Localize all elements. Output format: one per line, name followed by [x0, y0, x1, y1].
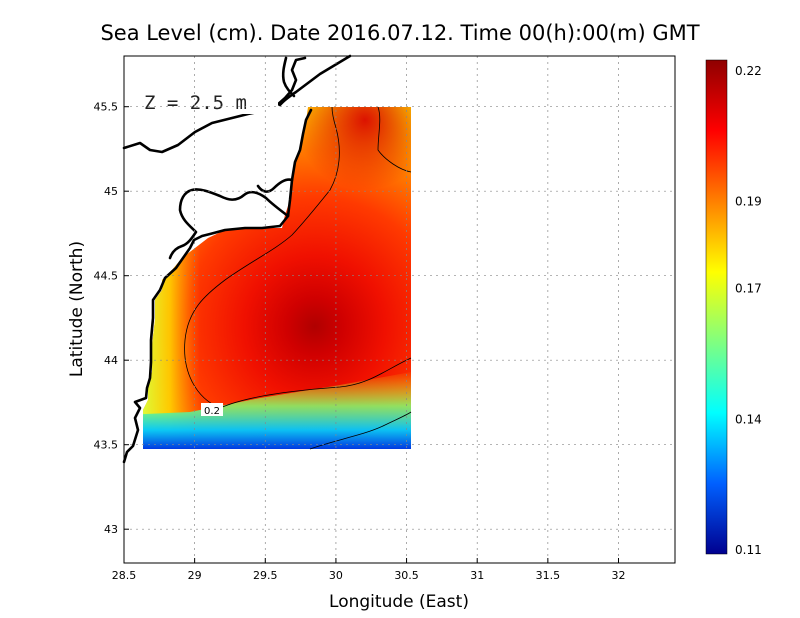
y-tick-label: 45 — [104, 185, 118, 198]
annotation-box — [138, 88, 278, 114]
colorbar-tick-label: 0.14 — [735, 412, 762, 426]
coastline-lagoon — [256, 178, 294, 193]
x-tick-label: 31 — [470, 569, 484, 582]
contour-line — [219, 357, 412, 409]
coastline-west — [122, 108, 313, 464]
x-axis-label: Longitude (East) — [329, 592, 469, 612]
y-tick-label: 45.5 — [94, 101, 119, 114]
colorbar-tick-label: 0.19 — [735, 195, 762, 209]
plot-frame — [123, 55, 676, 564]
colorbar — [705, 59, 728, 555]
y-tick-label: 44 — [104, 354, 118, 367]
x-tick-label: 28.5 — [112, 569, 137, 582]
colorbar-tick-label: 0.11 — [735, 543, 762, 557]
field-north-high — [300, 107, 411, 220]
depth-annotation: Z = 2.5 m — [144, 92, 247, 114]
contour-label-box — [201, 403, 223, 416]
colorbar-tick-label: 0.17 — [735, 282, 762, 296]
colorbar-tick-label: 0.22 — [735, 64, 762, 78]
coastline-inlet — [281, 56, 296, 98]
x-tick-label: 29 — [188, 569, 202, 582]
contour-label: 0.2 — [204, 406, 220, 417]
coastline-north — [278, 54, 352, 107]
field-south-low — [143, 372, 411, 449]
contour-line — [377, 106, 412, 173]
x-tick-label: 31.5 — [536, 569, 561, 582]
x-tick-label: 32 — [611, 569, 625, 582]
y-tick-label: 44.5 — [94, 270, 119, 283]
y-axis-ticks: 43 43.5 44 44.5 45 45.5 — [94, 101, 129, 536]
x-axis-ticks: 28.5 29 29.5 30 30.5 31 31.5 32 — [112, 558, 625, 582]
y-tick-label: 43.5 — [94, 439, 119, 452]
chart-title: Sea Level (cm). Date 2016.07.12. Time 00… — [100, 21, 699, 45]
coastline-delta — [168, 188, 290, 260]
y-tick-label: 43 — [104, 523, 118, 536]
x-tick-label: 30.5 — [394, 569, 419, 582]
y-axis-label: Latitude (North) — [67, 241, 87, 377]
grid-lines — [124, 56, 675, 563]
x-tick-label: 30 — [329, 569, 343, 582]
x-tick-label: 29.5 — [253, 569, 278, 582]
contour-line — [309, 411, 412, 450]
colorbar-ticks: 0.11 0.14 0.17 0.19 0.22 — [735, 64, 762, 557]
